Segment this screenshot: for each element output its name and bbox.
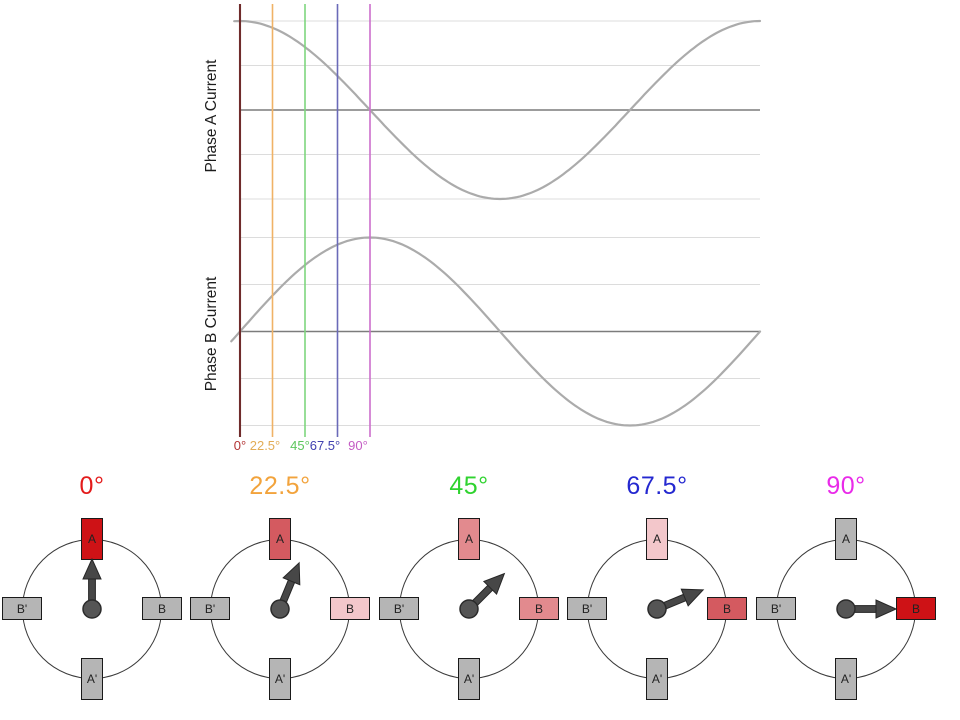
x-tick-label: 0° [234,438,246,453]
pole-B: B [519,597,559,620]
stator-title: 67.5° [626,472,688,500]
pole-A: A [835,518,857,560]
pole-A: A [269,518,291,560]
flux-vector-arrow [647,588,705,619]
pole-A-prime: A' [835,658,857,700]
pole-B-label: B [722,601,731,616]
pole-B-prime-label: B' [204,601,216,616]
flux-vector-arrow [459,572,506,619]
flux-vector-arrow [836,599,898,619]
flux-vector-arrow [82,557,102,619]
pole-A-prime-label: A' [86,672,98,686]
pole-B-prime-label: B' [770,601,782,616]
stator-diagram-22-5deg: 22.5° A B' B A' [185,460,375,720]
stator-diagram-0deg: 0° A B' B A' [0,460,187,720]
x-tick-label: 22.5° [250,438,281,453]
stator-diagram-67-5deg: 67.5° A B' B A' [562,460,752,720]
pole-A-prime: A' [458,658,480,700]
stator-title: 45° [449,472,489,500]
pole-B-label: B [534,601,543,616]
pole-B-prime-label: B' [393,601,405,616]
waveform-charts: 0° 22.5° 45° 67.5° 90° [230,4,762,453]
pole-A-label: A [652,532,661,546]
phase-b-curve [230,236,762,427]
x-tick-label: 67.5° [310,438,341,453]
pole-B-prime-label: B' [581,601,593,616]
pole-A-label: A [841,532,850,546]
pole-A-prime-label: A' [463,672,475,686]
stator-title: 22.5° [249,472,311,500]
pole-A-prime-label: A' [274,672,286,686]
pole-A-label: A [275,532,284,546]
pole-B: B [330,597,370,620]
pole-B-prime: B' [756,597,796,620]
stator-diagram-90deg: 90° A B' B A' [751,460,941,720]
pole-B-prime: B' [379,597,419,620]
stator-title: 0° [79,472,105,500]
phase-b-axis-label: Phase B Current [203,276,220,392]
pole-B: B [707,597,747,620]
pole-A-prime: A' [81,658,103,700]
pole-A-prime: A' [269,658,291,700]
pole-A: A [81,518,103,560]
x-tick-label: 90° [348,438,368,453]
pole-B: B [896,597,936,620]
flux-vector-arrow [270,561,301,619]
pole-A-prime: A' [646,658,668,700]
pole-B: B [142,597,182,620]
pole-B-prime: B' [567,597,607,620]
pole-A-prime-label: A' [840,672,852,686]
pole-B-label: B [345,601,354,616]
pole-A-label: A [87,532,96,546]
pole-B-label: B [911,601,920,616]
pole-A: A [646,518,668,560]
pole-A: A [458,518,480,560]
pole-A-prime-label: A' [651,672,663,686]
stator-diagram-45deg: 45° A B' B A' [374,460,564,720]
phase-a-axis-label: Phase A Current [203,59,220,173]
x-tick-label: 45° [290,438,310,453]
pole-A-label: A [464,532,473,546]
stator-title: 90° [826,472,866,500]
pole-B-label: B [157,601,166,616]
pole-B-prime-label: B' [16,601,28,616]
pole-B-prime: B' [2,597,42,620]
phase-a-curve [233,19,762,201]
pole-B-prime: B' [190,597,230,620]
